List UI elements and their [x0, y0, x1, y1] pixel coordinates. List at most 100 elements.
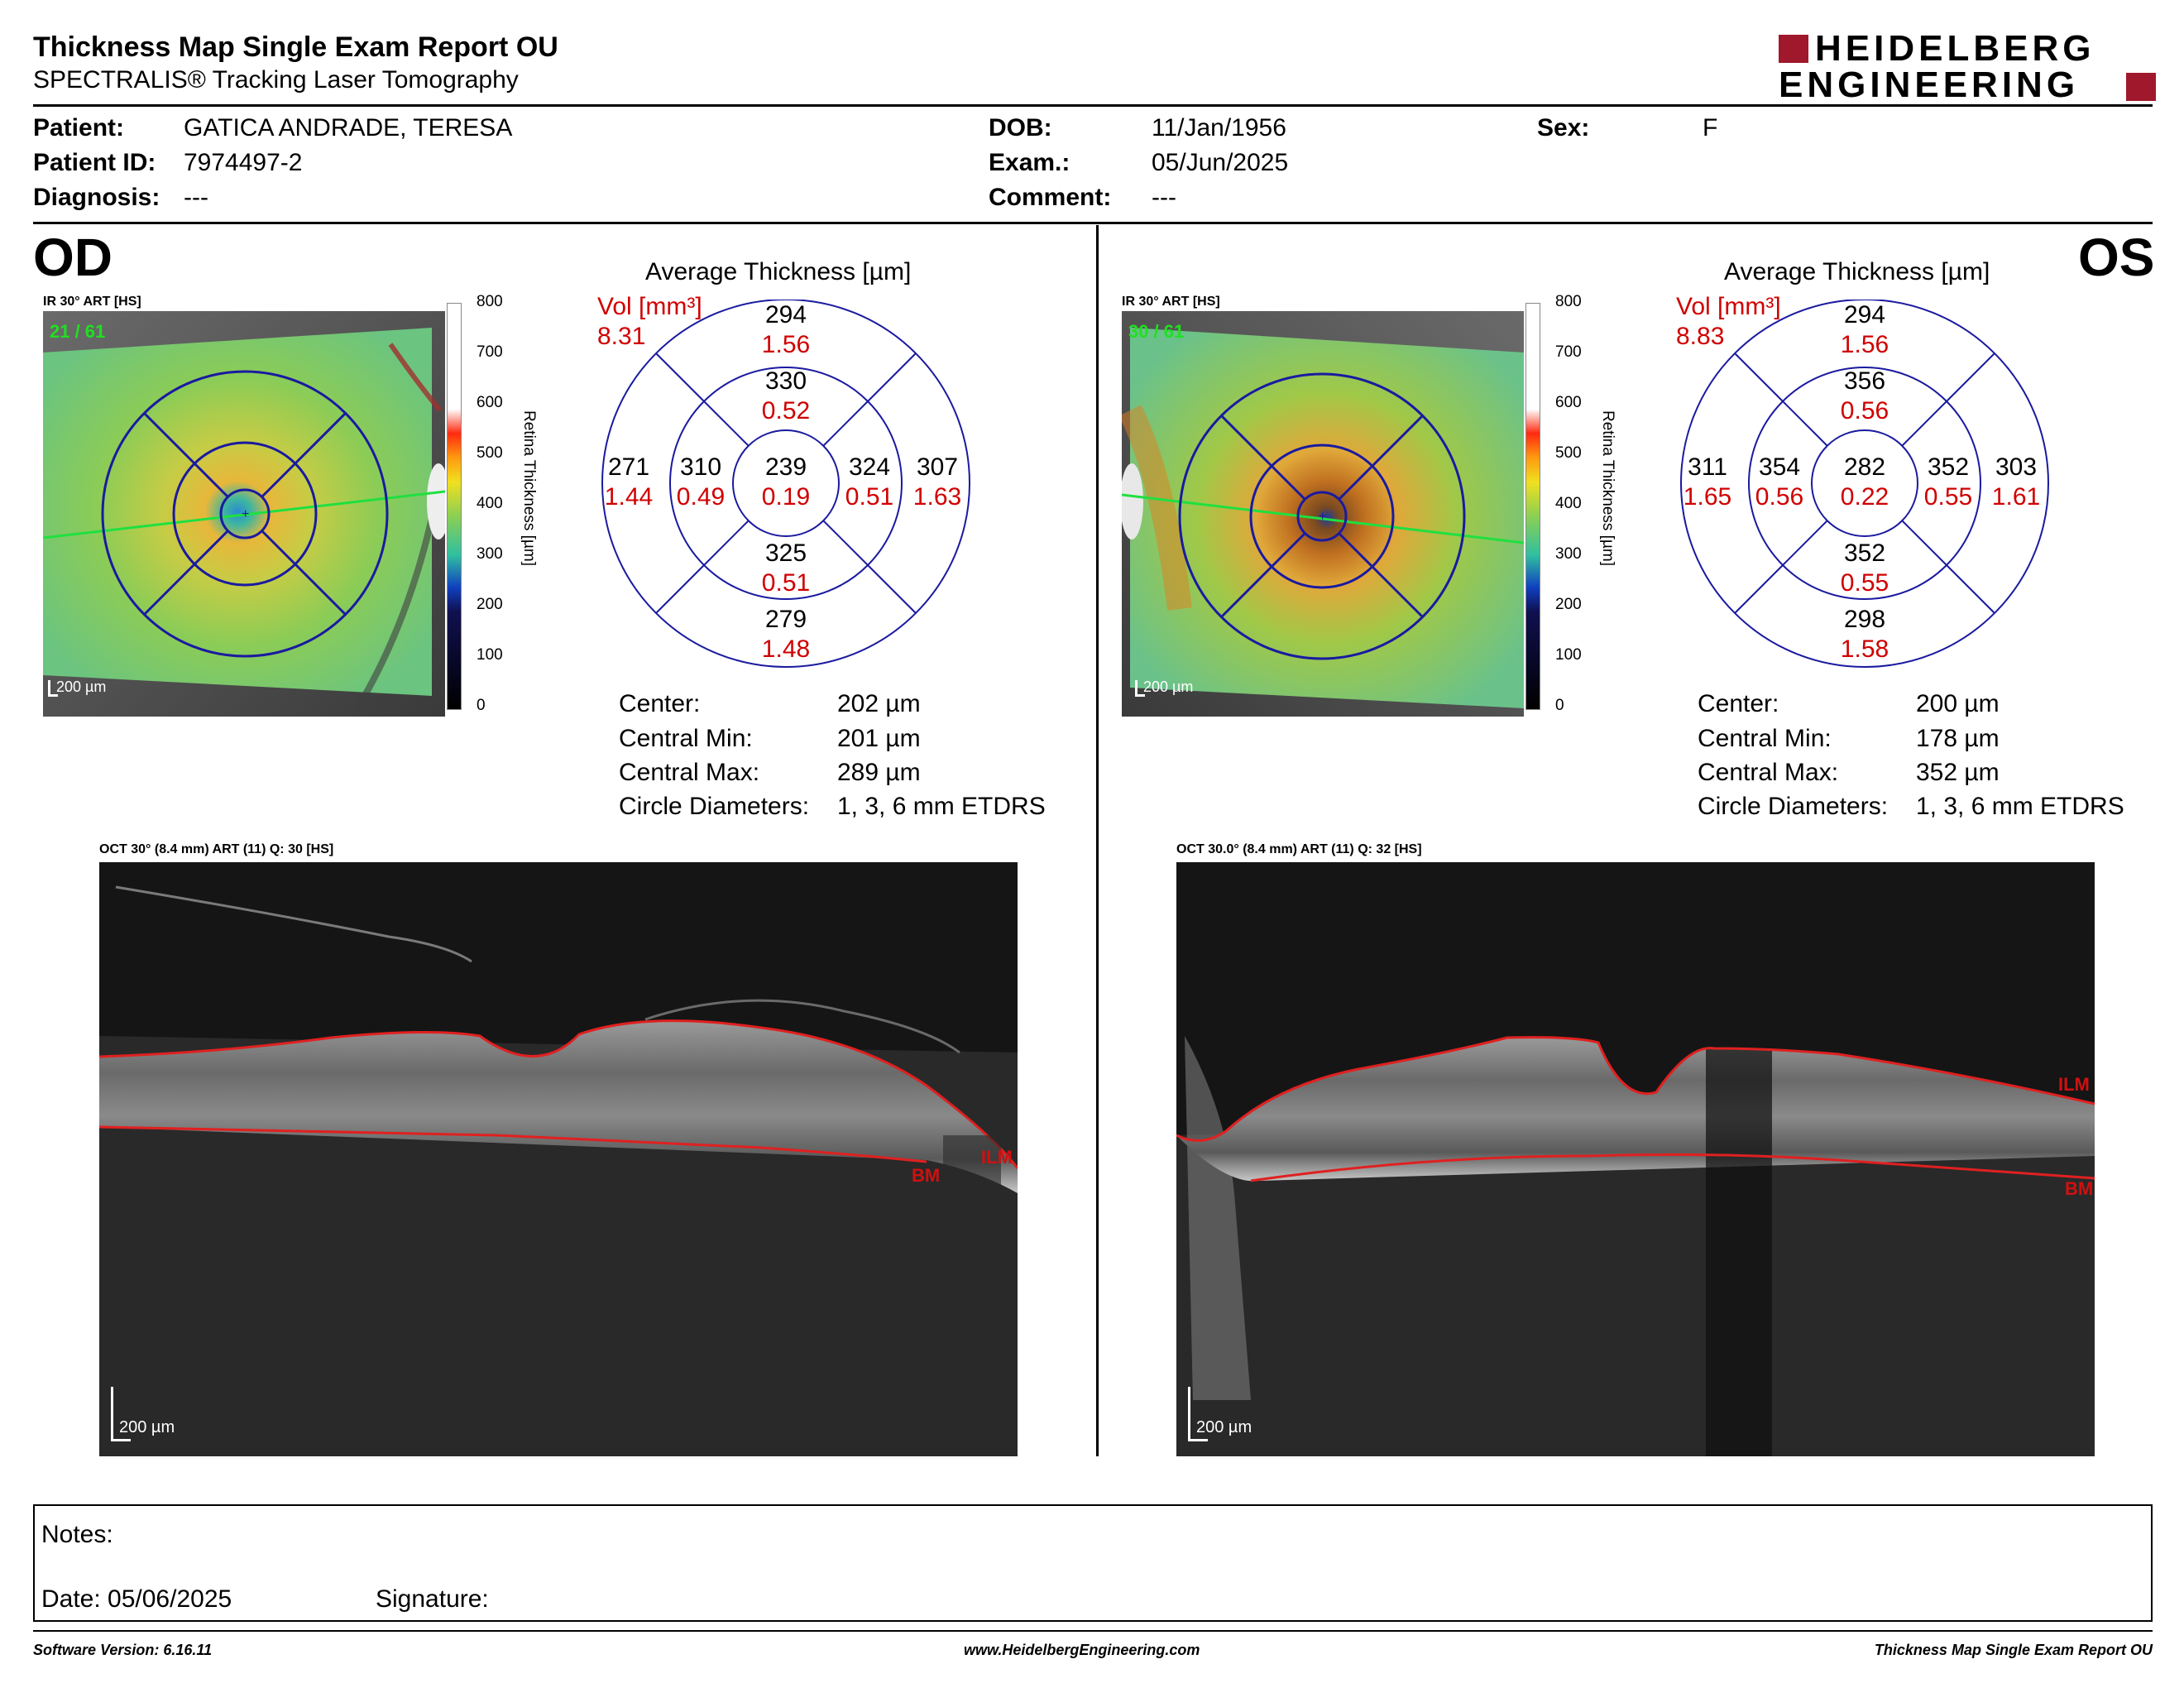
ilm-label-os: ILM — [2058, 1074, 2090, 1095]
report-title: Thickness Map Single Exam Report OU — [33, 31, 558, 63]
logo-square-icon — [2126, 73, 2156, 101]
stat-center-label-od: Center: — [619, 690, 701, 717]
colorbar-tick: 800 — [477, 293, 503, 310]
sector-center-thickness: 239 — [764, 453, 807, 481]
stat-min-label-od: Central Min: — [619, 725, 753, 752]
sector-inner-temporal-volume: 0.56 — [1755, 483, 1804, 511]
stat-diam-label-os: Circle Diameters: — [1698, 793, 1889, 820]
ir-scale-os: 200 µm — [1143, 679, 1194, 695]
sector-center-volume: 0.22 — [1840, 483, 1889, 511]
sector-outer-inferior-volume: 1.58 — [1840, 635, 1889, 663]
bm-label-od: BM — [912, 1165, 941, 1186]
stat-center-value-os: 200 µm — [1916, 690, 2000, 717]
info-divider — [33, 222, 2153, 224]
signature-label: Signature: — [376, 1585, 489, 1613]
exam-value: 05/Jun/2025 — [1152, 149, 1289, 176]
oct-scalebar-od — [111, 1387, 113, 1441]
colorbar-tick: 0 — [477, 697, 486, 714]
vol-label-os: Vol [mm³] — [1676, 293, 1781, 320]
oct-scalebar-os — [1188, 1387, 1190, 1441]
logo-line2: ENGINEERING — [1779, 65, 2080, 105]
sector-outer-inferior-thickness: 298 — [1843, 606, 1886, 633]
sector-inner-superior-volume: 0.56 — [1840, 397, 1889, 424]
colorbar-tick: 300 — [477, 545, 503, 563]
stat-min-value-os: 178 µm — [1916, 725, 2000, 752]
sector-inner-temporal-volume: 0.49 — [676, 483, 726, 511]
sector-outer-nasal-volume: 1.63 — [912, 483, 962, 511]
colorbar-tick: 100 — [1555, 646, 1582, 664]
oct-label-os: OCT 30.0° (8.4 mm) ART (11) Q: 32 [HS] — [1176, 842, 1422, 856]
footer-website: www.HeidelbergEngineering.com — [964, 1642, 1200, 1658]
stat-min-label-os: Central Min: — [1698, 725, 1832, 752]
ir-count-os: 30 / 61 — [1128, 321, 1185, 342]
dob-value: 11/Jan/1956 — [1152, 114, 1286, 141]
sector-inner-nasal-volume: 0.51 — [845, 483, 894, 511]
notes-label: Notes: — [41, 1521, 113, 1548]
colorbar-od: 800 700 600 500 400 300 200 100 0 Retina… — [447, 293, 538, 717]
patient-id-label: Patient ID: — [33, 149, 156, 176]
heidelberg-logo: HEIDELBERG ENGINEERING — [1779, 30, 2159, 104]
vol-label-od: Vol [mm³] — [597, 293, 702, 320]
colorbar-tick: 400 — [1555, 495, 1582, 512]
sector-inner-nasal-volume: 0.55 — [1923, 483, 1973, 511]
colorbar-tick: 600 — [1555, 394, 1582, 411]
colorbar-tick: 200 — [1555, 596, 1582, 613]
stat-min-value-od: 201 µm — [837, 725, 921, 752]
etdrs-grid-od: 294 1.56 330 0.52 271 1.44 310 0.49 239 … — [597, 299, 978, 672]
stat-diam-label-od: Circle Diameters: — [619, 793, 810, 820]
svg-text:+: + — [1319, 510, 1326, 524]
colorbar-os: 800 700 600 500 400 300 200 100 0 Retina… — [1525, 293, 1616, 717]
vol-value-os: 8.83 — [1676, 323, 1725, 350]
colorbar-label: Retina Thickness [µm] — [1599, 410, 1616, 566]
colorbar-tick: 700 — [477, 343, 503, 361]
sector-inner-temporal-thickness: 310 — [679, 453, 722, 481]
sector-outer-superior-thickness: 294 — [764, 301, 807, 328]
diagnosis-value: --- — [184, 184, 208, 211]
sector-outer-temporal-thickness: 271 — [607, 453, 650, 481]
diagnosis-label: Diagnosis: — [33, 184, 160, 211]
sector-inner-inferior-thickness: 352 — [1843, 539, 1886, 567]
ir-scalebar-os — [1135, 680, 1138, 697]
stat-diam-value-os: 1, 3, 6 mm ETDRS — [1916, 793, 2124, 820]
colorbar-tick: 200 — [477, 596, 503, 613]
sector-outer-temporal-thickness: 311 — [1688, 453, 1727, 481]
comment-value: --- — [1152, 184, 1176, 211]
ir-label-od: IR 30° ART [HS] — [43, 295, 141, 309]
etdrs-grid-os: 294 1.56 356 0.56 311 1.65 354 0.56 282 … — [1676, 299, 2057, 672]
colorbar-tick: 100 — [477, 646, 503, 664]
eye-label-od: OD — [33, 228, 113, 287]
exam-label: Exam.: — [989, 149, 1070, 176]
colorbar-tick: 300 — [1555, 545, 1582, 563]
footer-divider — [33, 1630, 2153, 1632]
sector-outer-temporal-volume: 1.44 — [604, 483, 654, 511]
stat-max-value-od: 289 µm — [837, 759, 921, 786]
sector-inner-inferior-volume: 0.55 — [1840, 569, 1889, 597]
avg-thickness-title-od: Average Thickness [µm] — [645, 258, 912, 285]
oct-scalebar-od-h — [111, 1439, 131, 1441]
sector-outer-inferior-thickness: 279 — [764, 606, 807, 633]
ir-scalebar-od-h — [48, 694, 58, 697]
stat-center-label-os: Center: — [1698, 690, 1779, 717]
sector-inner-superior-thickness: 330 — [764, 367, 807, 395]
stat-diam-value-od: 1, 3, 6 mm ETDRS — [837, 793, 1046, 820]
patient-label: Patient: — [33, 114, 125, 141]
oct-label-od: OCT 30° (8.4 mm) ART (11) Q: 30 [HS] — [99, 842, 334, 856]
colorbar-tick: 700 — [1555, 343, 1582, 361]
sector-inner-superior-volume: 0.52 — [761, 397, 811, 424]
stat-max-label-os: Central Max: — [1698, 759, 1839, 786]
ir-count-od: 21 / 61 — [50, 321, 106, 342]
sector-outer-superior-volume: 1.56 — [1840, 331, 1889, 358]
oct-scale-os: 200 µm — [1196, 1418, 1252, 1436]
logo-line1: HEIDELBERG — [1815, 28, 2095, 69]
colorbar-tick: 600 — [477, 394, 503, 411]
svg-text:+: + — [242, 507, 249, 521]
oct-scan-os: ILM BM 200 µm — [1176, 862, 2095, 1456]
sector-outer-nasal-volume: 1.61 — [1991, 483, 2041, 511]
oct-scan-od: ILM BM 200 µm — [99, 862, 1018, 1456]
sector-outer-nasal-thickness: 307 — [916, 453, 959, 481]
sector-outer-temporal-volume: 1.65 — [1683, 483, 1732, 511]
notes-box[interactable]: Notes: Date: 05/06/2025 Signature: — [33, 1504, 2153, 1622]
colorbar-tick: 0 — [1555, 697, 1564, 714]
date-label: Date: 05/06/2025 — [41, 1585, 232, 1613]
sector-center-thickness: 282 — [1843, 453, 1886, 481]
